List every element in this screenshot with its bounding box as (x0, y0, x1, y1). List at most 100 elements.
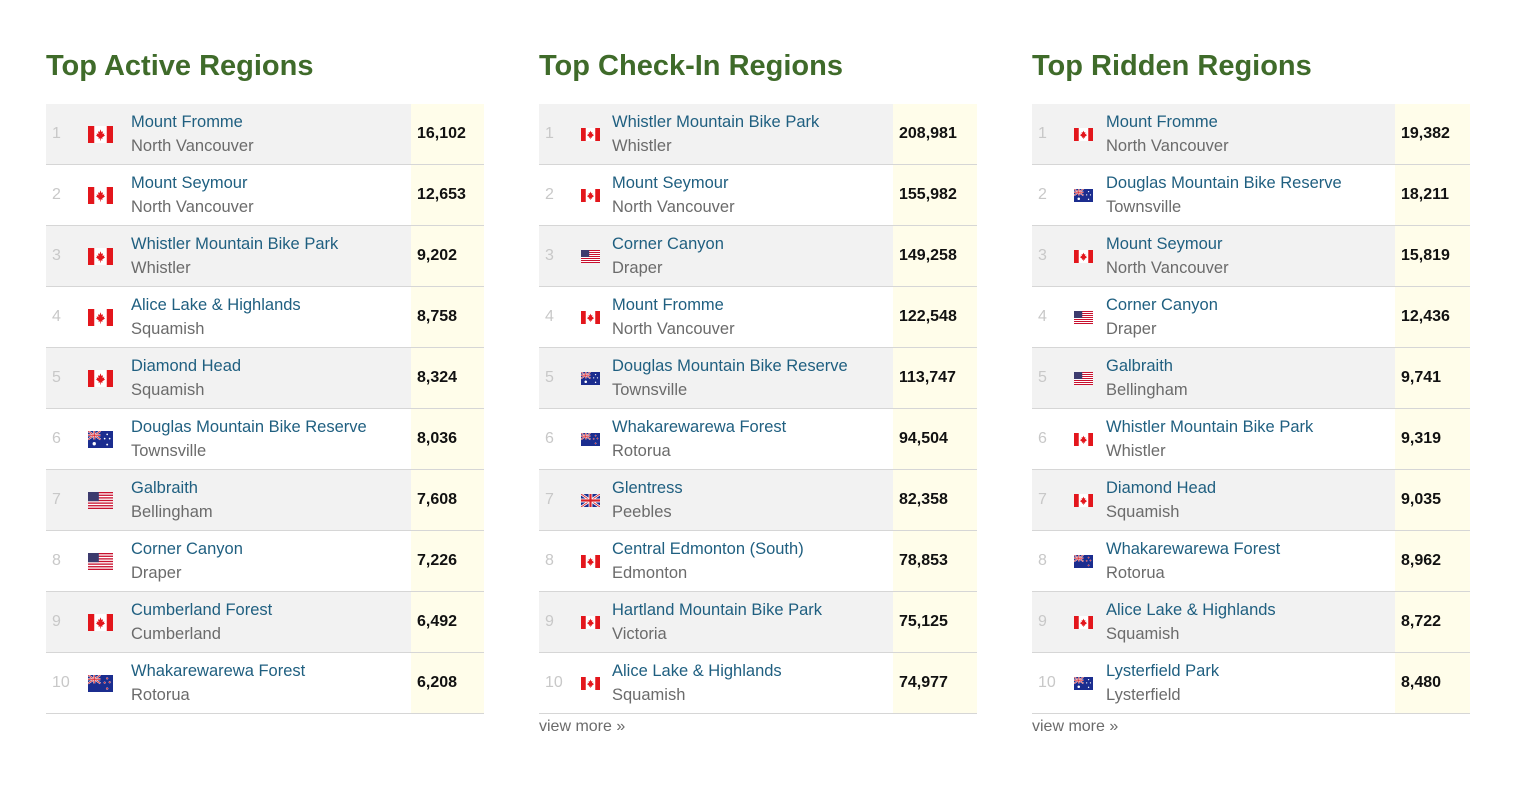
ranking-list: 1 Mount Fromme North Vancouver 16,102 2 Mount… (46, 104, 484, 714)
table-row: 5 Douglas Mountain Bike Reserve Townsville… (539, 348, 977, 409)
table-row: 7 Galbraith Bellingham 7,608 (46, 470, 484, 531)
table-row: 7 Diamond Head Squamish 9,035 (1032, 470, 1470, 531)
rank-number: 7 (545, 491, 554, 508)
region-city: Squamish (1106, 625, 1180, 643)
region-link[interactable]: Whakarewarewa Forest (131, 662, 306, 680)
canada-flag-icon (88, 126, 113, 148)
region-link[interactable]: Mount Fromme (1106, 113, 1218, 131)
region-link[interactable]: Galbraith (1106, 357, 1173, 375)
usa-flag-icon (581, 250, 600, 268)
region-count: 8,480 (1395, 653, 1470, 713)
usa-flag-icon (88, 492, 113, 514)
canada-flag-icon (581, 616, 600, 634)
canada-flag-icon (1074, 433, 1093, 451)
region-count: 9,202 (411, 226, 484, 286)
region-link[interactable]: Diamond Head (131, 357, 242, 375)
region-city: North Vancouver (131, 137, 254, 155)
region-link[interactable]: Corner Canyon (131, 540, 243, 558)
table-row: 6 Douglas Mountain Bike Reserve Townsville… (46, 409, 484, 470)
region-link[interactable]: Whakarewarewa Forest (612, 418, 787, 436)
ranking-panel: Top Check-In Regions 1 Whistler Mountain B… (539, 46, 977, 735)
region-link[interactable]: Central Edmonton (South) (612, 540, 804, 558)
region-city: North Vancouver (1106, 259, 1229, 277)
rank-number: 8 (52, 552, 61, 569)
region-link[interactable]: Lysterfield Park (1106, 662, 1220, 680)
region-link[interactable]: Douglas Mountain Bike Reserve (612, 357, 848, 375)
region-city: North Vancouver (131, 198, 254, 216)
rank-number: 7 (52, 491, 61, 508)
table-row: 9 Hartland Mountain Bike Park Victoria 75,1… (539, 592, 977, 653)
region-count: 122,548 (893, 287, 977, 347)
region-link[interactable]: Corner Canyon (1106, 296, 1218, 314)
region-link[interactable]: Mount Seymour (612, 174, 729, 192)
panel-title: Top Check-In Regions (539, 50, 843, 82)
rank-number: 5 (1038, 369, 1047, 386)
region-count: 12,653 (411, 165, 484, 225)
region-link[interactable]: Alice Lake & Highlands (612, 662, 782, 680)
rank-number: 1 (1038, 125, 1047, 142)
canada-flag-icon (88, 614, 113, 636)
region-link[interactable]: Alice Lake & Highlands (131, 296, 301, 314)
region-city: Whistler (1106, 442, 1166, 460)
region-city: Peebles (612, 503, 672, 521)
region-link[interactable]: Mount Seymour (1106, 235, 1223, 253)
rank-number: 3 (545, 247, 554, 264)
new-zealand-flag-icon (580, 432, 600, 451)
region-city: Squamish (131, 381, 205, 399)
view-more-link[interactable]: view more » (539, 718, 626, 735)
region-city: Townsville (131, 442, 207, 460)
rank-number: 4 (545, 308, 554, 325)
canada-flag-icon (1074, 128, 1093, 146)
region-count: 18,211 (1395, 165, 1470, 225)
region-link[interactable]: Hartland Mountain Bike Park (612, 601, 823, 619)
region-city: Squamish (1106, 503, 1180, 521)
region-city: Bellingham (131, 503, 213, 521)
region-city: Whistler (131, 259, 191, 277)
rank-number: 9 (545, 613, 554, 630)
table-row: 3 Whistler Mountain Bike Park Whistler 9,20… (46, 226, 484, 287)
rank-number: 10 (52, 674, 70, 691)
region-link[interactable]: Glentress (612, 479, 683, 497)
region-link[interactable]: Whistler Mountain Bike Park (612, 113, 820, 131)
region-count: 75,125 (893, 592, 977, 652)
region-link[interactable]: Diamond Head (1106, 479, 1217, 497)
panel-title: Top Ridden Regions (1032, 50, 1312, 82)
ranking-list: 1 Whistler Mountain Bike Park Whistler 208,… (539, 104, 977, 714)
table-row: 8 Central Edmonton (South) Edmonton 78,853 (539, 531, 977, 592)
rank-number: 10 (1038, 674, 1056, 691)
region-link[interactable]: Mount Seymour (131, 174, 248, 192)
table-row: 1 Mount Fromme North Vancouver 16,102 (46, 104, 484, 165)
table-row: 8 Corner Canyon Draper 7,226 (46, 531, 484, 592)
rank-number: 1 (545, 125, 554, 142)
region-link[interactable]: Alice Lake & Highlands (1106, 601, 1276, 619)
region-city: Rotorua (1106, 564, 1165, 582)
region-link[interactable]: Cumberland Forest (131, 601, 273, 619)
region-count: 149,258 (893, 226, 977, 286)
region-count: 8,758 (411, 287, 484, 347)
region-count: 208,981 (893, 104, 977, 164)
region-count: 82,358 (893, 470, 977, 530)
region-link[interactable]: Mount Fromme (612, 296, 724, 314)
region-link[interactable]: Whistler Mountain Bike Park (131, 235, 339, 253)
canada-flag-icon (1074, 616, 1093, 634)
rank-number: 2 (52, 186, 61, 203)
table-row: 4 Alice Lake & Highlands Squamish 8,758 (46, 287, 484, 348)
region-link[interactable]: Whistler Mountain Bike Park (1106, 418, 1314, 436)
rank-number: 10 (545, 674, 563, 691)
region-city: North Vancouver (612, 320, 735, 338)
region-link[interactable]: Corner Canyon (612, 235, 724, 253)
rank-number: 7 (1038, 491, 1047, 508)
region-link[interactable]: Galbraith (131, 479, 198, 497)
panel-title: Top Active Regions (46, 50, 314, 82)
region-count: 6,492 (411, 592, 484, 652)
region-city: Lysterfield (1106, 686, 1181, 704)
region-count: 9,035 (1395, 470, 1470, 530)
view-more-link[interactable]: view more » (1032, 718, 1119, 735)
region-link[interactable]: Whakarewarewa Forest (1106, 540, 1281, 558)
ranking-panel: Top Active Regions 1 Mount Fromme North Van… (46, 46, 484, 714)
canada-flag-icon (581, 311, 600, 329)
region-link[interactable]: Douglas Mountain Bike Reserve (1106, 174, 1342, 192)
table-row: 7 Glentress Peebles 82,358 (539, 470, 977, 531)
region-link[interactable]: Mount Fromme (131, 113, 243, 131)
region-link[interactable]: Douglas Mountain Bike Reserve (131, 418, 367, 436)
